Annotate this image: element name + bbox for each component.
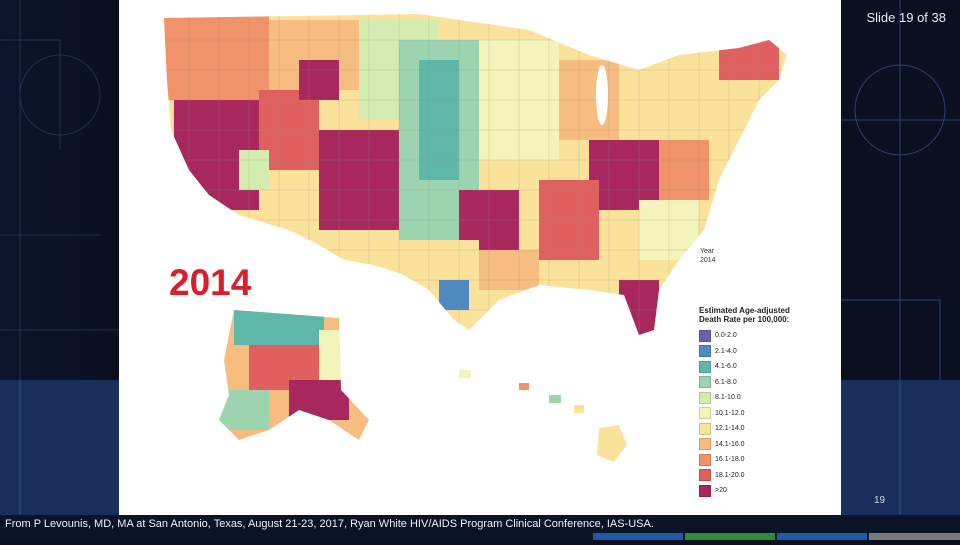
legend-item: 16.1-18.0 xyxy=(699,452,829,468)
legend-swatch xyxy=(699,469,711,482)
legend-label: 0.0-2.0 xyxy=(715,332,737,340)
legend-label: 8.1-10.0 xyxy=(715,394,741,402)
legend-label: 12.1-14.0 xyxy=(715,425,745,433)
legend-label: 2.1-4.0 xyxy=(715,347,737,355)
legend-swatch xyxy=(699,407,711,420)
legend-swatch xyxy=(699,438,711,451)
legend-item: 4.1-6.0 xyxy=(699,359,829,375)
legend-swatch xyxy=(699,391,711,404)
legend-swatch xyxy=(699,329,711,342)
lake-michigan xyxy=(596,65,608,125)
legend-label: 10.1-12.0 xyxy=(715,409,745,417)
slide-counter: Slide 19 of 38 xyxy=(866,10,946,25)
legend-swatch xyxy=(699,345,711,358)
legend-item: 14.1-16.0 xyxy=(699,437,829,453)
legend-item: >20 xyxy=(699,483,829,499)
map-legend: Estimated Age-adjusted Death Rate per 10… xyxy=(699,306,829,499)
legend-swatch xyxy=(699,360,711,373)
legend-title: Estimated Age-adjusted Death Rate per 10… xyxy=(699,306,790,324)
accent-strip xyxy=(685,533,775,540)
legend-item: 12.1-14.0 xyxy=(699,421,829,437)
accent-strip xyxy=(777,533,867,540)
year-overlay: 2014 xyxy=(167,262,254,304)
legend-item: 8.1-10.0 xyxy=(699,390,829,406)
legend-item: 0.0-2.0 xyxy=(699,328,829,344)
legend-entries: 0.0-2.0 2.1-4.0 4.1-6.0 6.1-8.0 8.1-10.0 10.1… xyxy=(699,328,829,499)
legend-label: 14.1-16.0 xyxy=(715,440,745,448)
choropleth-map: 2014 Year 2014 Estimated Age-adjusted De… xyxy=(119,0,841,515)
map-graphic xyxy=(164,14,787,462)
accent-strip xyxy=(869,533,960,540)
year-value: 2014 xyxy=(700,257,716,264)
legend-label: 6.1-8.0 xyxy=(715,378,737,386)
legend-label: 4.1-6.0 xyxy=(715,363,737,371)
alaska xyxy=(219,310,369,440)
contiguous-us xyxy=(164,14,787,335)
legend-item: 2.1-4.0 xyxy=(699,344,829,360)
hawaii xyxy=(459,370,627,462)
accent-strip xyxy=(593,533,683,540)
source-citation: From P Levounis, MD, MA at San Antonio, … xyxy=(5,518,654,530)
legend-swatch xyxy=(699,422,711,435)
legend-label: >20 xyxy=(715,487,727,495)
legend-item: 18.1-20.0 xyxy=(699,468,829,484)
year-caption: Year 2014 xyxy=(700,247,716,265)
legend-swatch xyxy=(699,453,711,466)
page-number: 19 xyxy=(874,495,886,506)
legend-swatch xyxy=(699,484,711,497)
legend-swatch xyxy=(699,376,711,389)
legend-item: 6.1-8.0 xyxy=(699,375,829,391)
year-heading: Year xyxy=(700,248,715,255)
legend-item: 10.1-12.0 xyxy=(699,406,829,422)
legend-label: 16.1-18.0 xyxy=(715,456,745,464)
legend-label: 18.1-20.0 xyxy=(715,471,745,479)
